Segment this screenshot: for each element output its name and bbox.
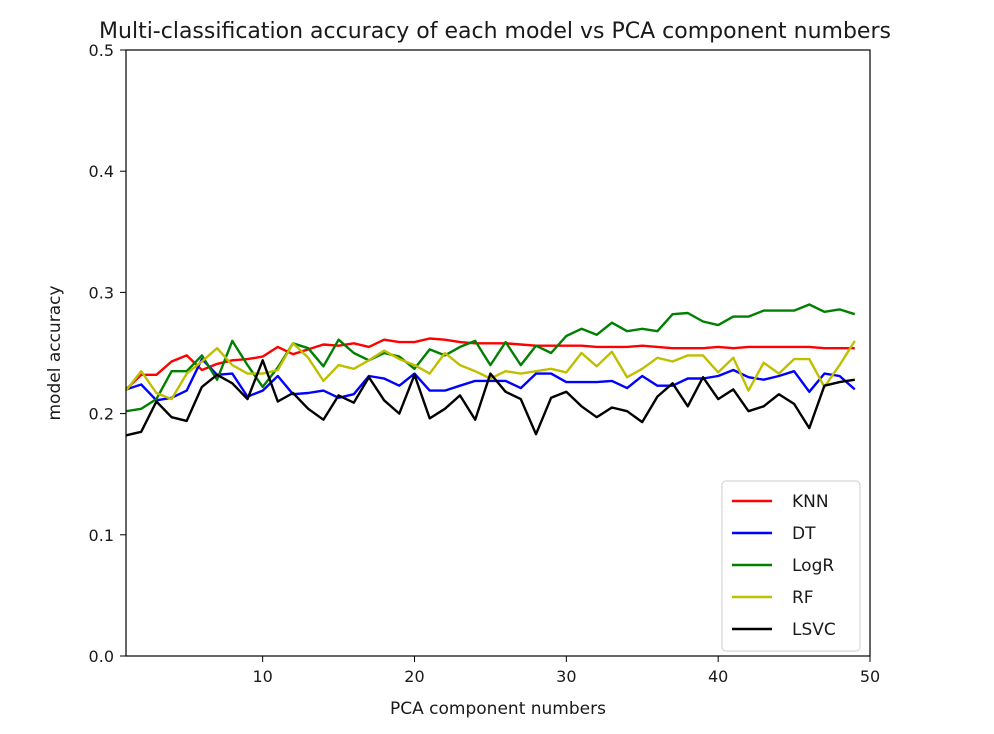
legend-box xyxy=(721,480,861,652)
series-line-knn xyxy=(125,337,855,391)
x-axis-label: PCA component numbers xyxy=(390,699,606,719)
legend: KNN DT LogR RF LSVC xyxy=(721,480,861,652)
legend-entry-rf: RF xyxy=(792,588,814,608)
y-tick-label: 0.3 xyxy=(89,283,114,302)
series-line-lsvc xyxy=(125,359,855,437)
y-tick-label: 0.5 xyxy=(89,41,114,60)
chart-title: Multi-classification accuracy of each mo… xyxy=(99,19,891,44)
series-lines xyxy=(125,303,856,437)
y-tick-label: 0.1 xyxy=(89,526,114,545)
y-axis-label: model accuracy xyxy=(45,285,65,420)
axis-ticks: 10 20 30 40 50 0.0 0.1 0.2 0.3 0.4 0.5 xyxy=(89,41,881,686)
legend-entry-knn: KNN xyxy=(792,492,829,512)
y-tick-label: 0.2 xyxy=(89,405,114,424)
legend-entry-logr: LogR xyxy=(792,556,834,576)
x-tick-label: 10 xyxy=(252,667,272,686)
y-tick-label: 0.4 xyxy=(89,162,114,181)
legend-entry-lsvc: LSVC xyxy=(792,620,836,640)
x-tick-label: 50 xyxy=(860,667,880,686)
x-tick-label: 20 xyxy=(404,667,424,686)
x-tick-label: 30 xyxy=(556,667,576,686)
y-tick-label: 0.0 xyxy=(89,647,114,666)
x-tick-label: 40 xyxy=(708,667,728,686)
plot-frame xyxy=(125,49,871,657)
series-line-rf xyxy=(125,340,856,401)
legend-entry-dt: DT xyxy=(792,524,816,544)
series-line-logr xyxy=(125,303,856,413)
